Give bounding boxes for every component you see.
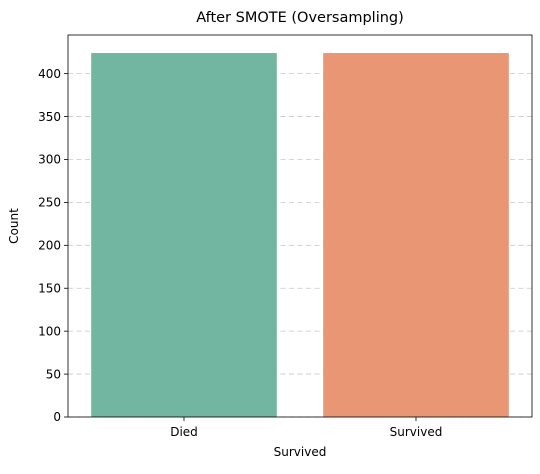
- bar-layer: [91, 53, 509, 417]
- y-tick-label: 300: [38, 153, 61, 167]
- y-tick-label: 200: [38, 239, 61, 253]
- y-tick-label: 50: [46, 367, 61, 381]
- chart-title: After SMOTE (Oversampling): [196, 10, 404, 26]
- x-axis: Died Survived: [170, 417, 442, 439]
- y-axis: 0 50 100 150 200 250 300 350 400: [38, 67, 68, 424]
- y-tick-label: 150: [38, 281, 61, 295]
- x-tick-label: Died: [170, 425, 198, 439]
- y-tick-label: 0: [53, 410, 61, 424]
- y-tick-label: 250: [38, 196, 61, 210]
- bar-survived: [323, 53, 509, 417]
- bar-died: [91, 53, 277, 417]
- x-tick-label: Survived: [390, 425, 443, 439]
- y-axis-label: Count: [7, 208, 21, 244]
- y-tick-label: 350: [38, 110, 61, 124]
- axes-frame: [67, 34, 533, 418]
- y-tick-label: 100: [38, 324, 61, 338]
- x-axis-label: Survived: [274, 445, 327, 459]
- y-tick-label: 400: [38, 67, 61, 81]
